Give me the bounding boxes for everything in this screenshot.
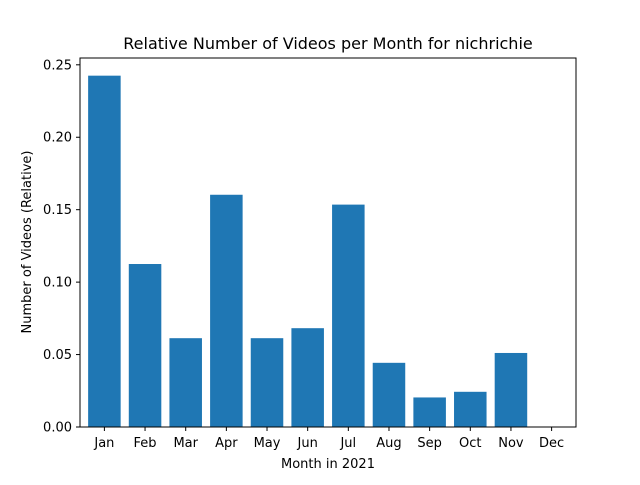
x-tick-label-sep: Sep [417, 436, 442, 451]
chart-title: Relative Number of Videos per Month for … [123, 34, 532, 53]
x-tick-label-mar: Mar [173, 436, 198, 451]
y-tick-label: 0.15 [43, 203, 72, 218]
x-tick-label-oct: Oct [459, 436, 481, 451]
bars-layer [88, 75, 528, 428]
bar-may [250, 338, 284, 427]
plot-frame [79, 57, 577, 428]
x-tick-label-jun: Jun [297, 436, 318, 451]
bar-jan [88, 75, 121, 428]
y-tick-label: 0.05 [43, 348, 72, 363]
x-axis-label: Month in 2021 [281, 457, 375, 472]
y-axis-label: Number of Videos (Relative) [20, 151, 35, 334]
x-tick-label-aug: Aug [376, 436, 401, 451]
bar-jun [291, 328, 324, 427]
x-tick-label-may: May [254, 436, 281, 451]
bar-feb [128, 264, 162, 427]
x-tick-label-dec: Dec [539, 436, 564, 451]
bar-oct [454, 391, 487, 427]
bar-nov [494, 352, 528, 427]
x-tick-label-jan: Jan [93, 436, 114, 451]
y-tick-label: 0.20 [43, 131, 72, 146]
bar-mar [169, 338, 202, 427]
x-tick-label-nov: Nov [498, 436, 524, 451]
bar-jul [332, 204, 365, 427]
bar-sep [413, 397, 446, 427]
bar-apr [210, 194, 243, 427]
y-tick-label: 0.10 [43, 276, 72, 291]
y-tick-label: 0.25 [43, 58, 72, 73]
bar-aug [372, 362, 406, 427]
y-tick-label: 0.00 [43, 421, 72, 436]
x-tick-label-apr: Apr [215, 436, 238, 451]
x-tick-label-jul: Jul [339, 436, 356, 451]
axes-layer: Jan Feb Mar Apr May Jun Jul Aug Sep Oct Nov Dec 0.00… [43, 57, 577, 451]
x-tick-label-feb: Feb [134, 436, 157, 451]
